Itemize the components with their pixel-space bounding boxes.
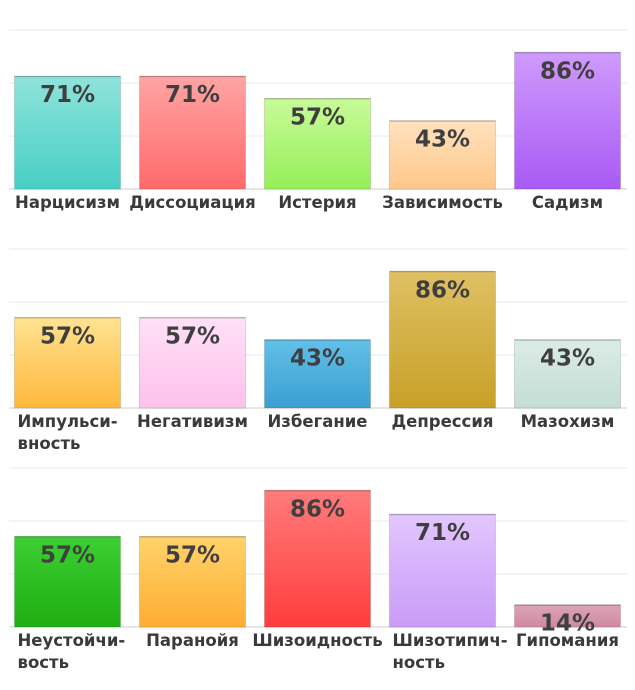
value-label: 43%	[290, 346, 345, 372]
bar	[514, 339, 621, 409]
bar	[389, 270, 496, 409]
bar	[14, 316, 121, 409]
value-label: 14%	[540, 611, 595, 637]
category-label-line: Шизоидность	[252, 631, 382, 650]
category-label: Мазохизм	[521, 412, 615, 431]
category-label-line: Мазохизм	[521, 412, 615, 431]
bar	[264, 339, 371, 409]
value-label: 57%	[165, 542, 220, 568]
value-label: 57%	[40, 542, 95, 568]
value-label: 57%	[40, 323, 95, 349]
bar	[139, 535, 246, 628]
category-label: Гипомания	[516, 631, 619, 650]
bar	[389, 513, 496, 628]
category-label: Шизоидность	[252, 631, 382, 650]
category-label: Неустойчи-вость	[18, 631, 126, 672]
category-label-line: Импульси-	[18, 412, 118, 431]
category-label-line: Истерия	[278, 193, 356, 212]
category-label: Истерия	[278, 193, 356, 212]
value-label: 86%	[415, 277, 470, 303]
category-label: Зависимость	[382, 193, 503, 212]
category-label-line: Гипомания	[516, 631, 619, 650]
value-label: 57%	[290, 104, 345, 130]
bar-chart-3: 57% Неустойчи-вость 57% Паранойя 86% Шизоидно…	[9, 467, 627, 672]
category-label-line: Негативизм	[137, 412, 248, 431]
category-label-line: Избегание	[267, 412, 367, 431]
bar	[139, 316, 246, 409]
bar-chart-2: 57% Импульси-вность 57% Негативизм 43% Избега…	[9, 248, 627, 453]
category-label-line: Депрессия	[391, 412, 493, 431]
category-label: Диссоциация	[129, 193, 255, 212]
bar	[514, 604, 621, 628]
bar	[14, 535, 121, 628]
category-label: Депрессия	[391, 412, 493, 431]
category-label-line: Садизм	[532, 193, 603, 212]
category-label: Шизотипич-ность	[393, 631, 508, 672]
category-label: Негативизм	[137, 412, 248, 431]
category-label: Паранойя	[146, 631, 239, 650]
category-label: Избегание	[267, 412, 367, 431]
bar	[514, 51, 621, 190]
bar	[264, 489, 371, 628]
bar	[389, 120, 496, 190]
category-label-line: Паранойя	[146, 631, 239, 650]
bar	[14, 75, 121, 190]
category-label-line: Неустойчи-	[18, 631, 126, 650]
value-label: 86%	[540, 58, 595, 84]
category-label-line: вность	[18, 434, 81, 453]
value-label: 71%	[415, 520, 470, 546]
category-label: Нарцисизм	[15, 193, 120, 212]
bar	[139, 75, 246, 190]
value-label: 43%	[540, 346, 595, 372]
value-label: 71%	[40, 82, 95, 108]
category-label-line: Диссоциация	[129, 193, 255, 212]
value-label: 43%	[415, 127, 470, 153]
category-label-line: ность	[393, 653, 446, 672]
value-label: 57%	[165, 323, 220, 349]
category-label-line: Нарцисизм	[15, 193, 120, 212]
bar	[264, 97, 371, 190]
category-label-line: Шизотипич-	[393, 631, 508, 650]
category-label: Импульси-вность	[18, 412, 118, 453]
value-label: 71%	[165, 82, 220, 108]
category-label-line: Зависимость	[382, 193, 503, 212]
category-label: Садизм	[532, 193, 603, 212]
bar-chart-1: 71% Нарцисизм 71% Диссоциация 57% Истерия 43% З…	[9, 29, 627, 212]
category-label-line: вость	[18, 653, 70, 672]
value-label: 86%	[290, 496, 345, 522]
